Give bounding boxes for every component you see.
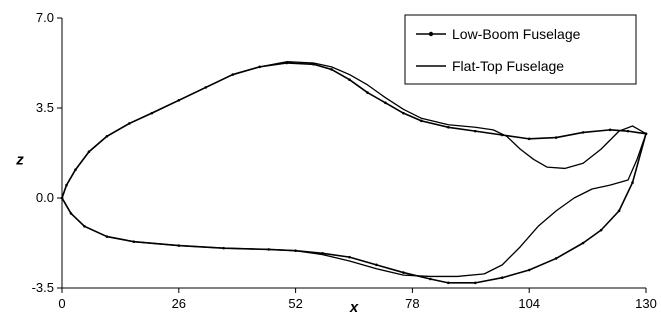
series-low-boom-point <box>617 209 621 213</box>
series-low-boom-point <box>527 268 531 272</box>
series-low-boom-point <box>599 228 603 232</box>
series-low-boom-point <box>366 91 369 94</box>
series-low-boom-point <box>384 101 387 105</box>
x-axis-title: x <box>349 299 359 316</box>
series-low-boom-point <box>375 263 378 267</box>
series-low-boom-lower-line <box>61 133 647 284</box>
series-low-boom-point <box>554 257 558 260</box>
series-low-boom-point <box>420 119 423 123</box>
series-low-boom-point <box>581 241 585 245</box>
legend-label-flat-top: Flat-Top Fuselage <box>452 58 564 74</box>
series-low-boom-point <box>348 255 351 259</box>
series-low-boom-point <box>348 78 351 82</box>
series-low-boom-point <box>554 136 558 139</box>
legend-box <box>404 14 637 85</box>
series-low-boom-point <box>447 125 450 129</box>
axes: -3.5 0.0 3.5 7.0 0 26 52 78 104 130 x z <box>15 10 657 316</box>
x-tick-label: 52 <box>288 296 302 311</box>
legend-marker-low-boom <box>428 31 434 37</box>
y-tick-label: 0.0 <box>36 190 54 205</box>
series-low-boom-point <box>402 271 405 274</box>
series-low-boom-point <box>473 129 477 133</box>
y-axis-title: z <box>15 151 24 168</box>
series-layer <box>60 61 648 285</box>
series-low-boom-point <box>330 68 333 71</box>
series-low-boom-point <box>631 181 634 184</box>
series-low-boom-point <box>402 111 405 115</box>
x-tick-label: 130 <box>635 296 657 311</box>
legend: Low-Boom Fuselage Flat-Top Fuselage <box>404 14 637 85</box>
x-tick-label: 78 <box>405 296 419 311</box>
x-tick-label: 26 <box>172 296 186 311</box>
series-flat-top-upper-line <box>61 61 647 199</box>
x-tick-label: 104 <box>518 296 540 311</box>
y-tick-label: -3.5 <box>32 280 54 295</box>
series-low-boom-point <box>429 277 432 281</box>
series-low-boom-point <box>473 281 477 285</box>
y-tick-label: 3.5 <box>36 100 54 115</box>
series-flat-top-lower-line <box>61 133 647 278</box>
series-low-boom-point <box>527 137 531 141</box>
series-low-boom-point <box>608 128 612 132</box>
series-low-boom-point <box>500 276 504 280</box>
series-low-boom-point <box>626 129 630 133</box>
series-low-boom-point <box>447 281 450 285</box>
legend-label-low-boom: Low-Boom Fuselage <box>452 26 581 42</box>
x-tick-label: 0 <box>58 296 65 311</box>
y-tick-label: 7.0 <box>36 10 54 25</box>
series-low-boom-point <box>581 131 585 134</box>
